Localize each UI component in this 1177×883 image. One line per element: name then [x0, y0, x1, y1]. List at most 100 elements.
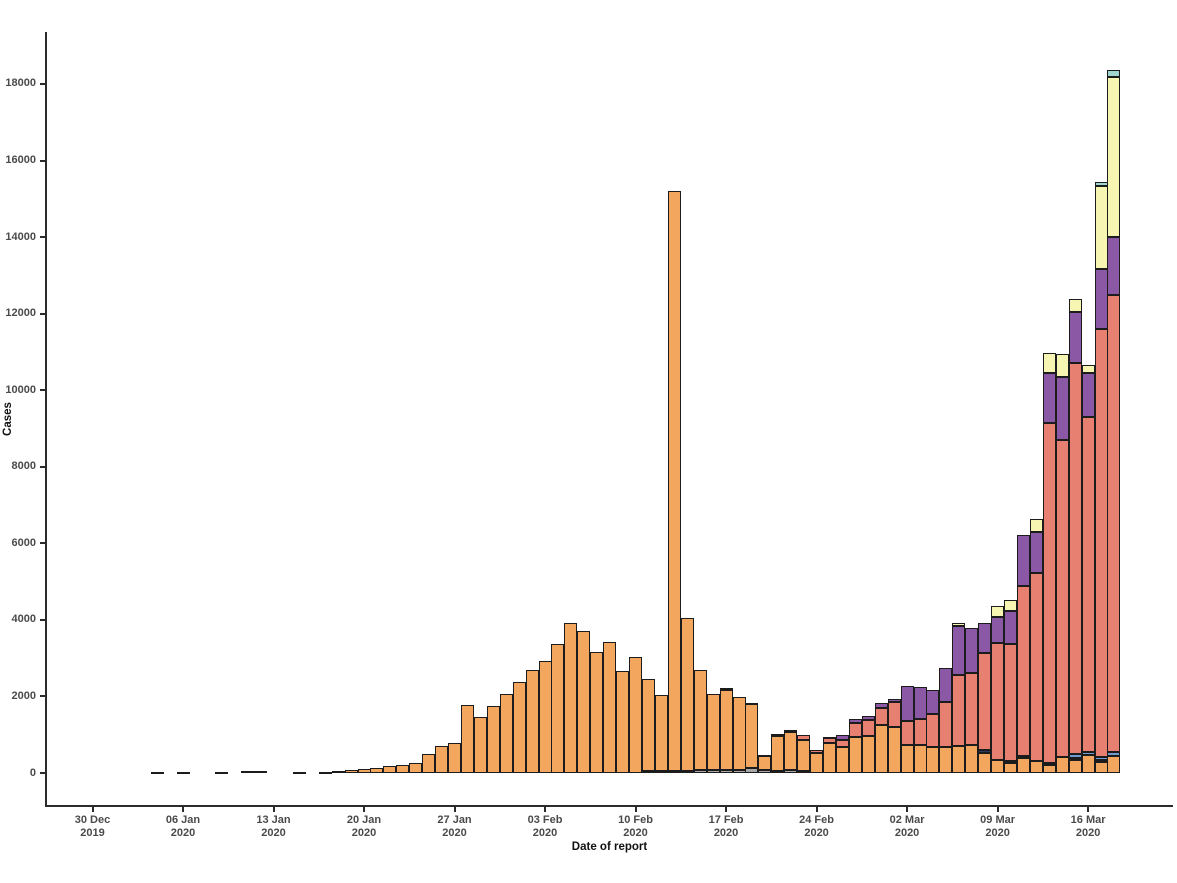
bar-segment-s — [835, 739, 849, 747]
y-tick-label: 6000 — [11, 536, 36, 549]
bar-segment-o — [680, 618, 694, 771]
x-tick-mark — [996, 807, 999, 812]
bar-segment-b — [1081, 751, 1095, 755]
bar-segment-o — [422, 753, 436, 773]
y-axis-line — [45, 32, 47, 807]
bar-segment-o — [900, 745, 914, 773]
bar-segment-g — [732, 769, 746, 773]
bar-segment-s — [797, 735, 811, 741]
bar-segment-o — [641, 679, 655, 772]
bar-segment-o — [926, 746, 940, 773]
bar-segment-g — [641, 771, 655, 774]
bar-segment-p — [1004, 610, 1018, 644]
x-tick-label: 03 Feb 2020 — [527, 814, 563, 839]
bar-segment-o — [939, 747, 953, 773]
bar-segment-o — [1094, 761, 1108, 773]
bar-segment-c — [1042, 352, 1056, 373]
bar-segment-s — [784, 730, 798, 733]
bar-segment-p — [1068, 311, 1082, 363]
bar-segment-s — [745, 702, 759, 705]
bar-segment-t — [1094, 181, 1108, 186]
x-tick-label: 13 Jan 2020 — [256, 814, 291, 839]
bar-segment-o — [654, 694, 668, 772]
bar-segment-o — [1029, 761, 1043, 773]
bar-segment-s — [874, 707, 888, 726]
bar-segment-g — [758, 769, 772, 773]
bar-segment-s — [887, 701, 901, 727]
bar-segment-s — [1107, 295, 1121, 753]
x-tick-mark — [634, 807, 637, 812]
bar-segment-s — [900, 720, 914, 746]
bar-segment-n — [1094, 759, 1108, 762]
bar-segment-o — [848, 737, 862, 773]
y-tick-label: 18000 — [5, 77, 36, 90]
bar-segment-g — [719, 769, 733, 773]
bar-segment-g — [654, 771, 668, 774]
bar-segment-s — [823, 738, 836, 743]
bar-segment-o — [176, 772, 190, 775]
x-tick-mark — [725, 807, 728, 812]
bar-segment-g — [745, 768, 759, 773]
bar-segment-o — [835, 746, 849, 773]
x-axis-line — [45, 805, 1173, 807]
y-axis-title: Cases — [2, 402, 14, 436]
bar-segment-o — [460, 705, 474, 773]
bar-segment-b — [1068, 754, 1082, 759]
bar-segment-s — [1004, 643, 1018, 761]
bar-segment-n — [1042, 763, 1056, 766]
x-axis-title: Date of report — [571, 841, 648, 853]
bar-segment-o — [771, 735, 785, 771]
bar-segment-s — [1094, 328, 1108, 757]
y-tick-label: 4000 — [11, 613, 36, 626]
y-tick-label: 16000 — [5, 154, 36, 167]
bar-segment-o — [965, 745, 979, 773]
bar-segment-g — [680, 770, 694, 773]
bar-segment-o — [797, 740, 811, 771]
y-tick-mark — [40, 542, 45, 545]
bar-segment-o — [732, 697, 746, 770]
bar-segment-c — [1029, 519, 1043, 532]
y-tick-mark — [40, 82, 45, 85]
y-tick-mark — [40, 159, 45, 162]
bar-segment-p — [1107, 237, 1121, 296]
bar-segment-s — [926, 714, 940, 747]
bar-segment-o — [823, 742, 836, 773]
x-tick-mark — [815, 807, 818, 812]
bar-segment-o — [887, 726, 901, 773]
bar-segment-c — [952, 622, 966, 626]
bar-segment-o — [370, 768, 384, 773]
bar-segment-o — [448, 743, 462, 773]
bar-segment-o — [1081, 755, 1095, 773]
bar-segment-o — [486, 706, 500, 773]
bar-segment-p — [952, 626, 966, 675]
bar-segment-o — [1068, 759, 1082, 773]
x-tick-label: 09 Mar 2020 — [980, 814, 1016, 839]
bar-segment-p — [1094, 268, 1108, 329]
bar-segment-o — [383, 766, 397, 773]
bar-segment-b — [1094, 756, 1108, 760]
bar-segment-g — [771, 770, 785, 773]
bar-segment-s — [1068, 362, 1082, 755]
bar-segment-g — [667, 771, 681, 774]
bar-segment-p — [835, 735, 849, 740]
bar-segment-n — [1004, 760, 1018, 764]
bar-segment-n — [978, 750, 992, 753]
bar-segment-n — [1016, 755, 1030, 758]
bar-segment-o — [590, 652, 604, 773]
bar-segment-s — [1029, 572, 1043, 762]
bar-segment-o — [538, 660, 552, 773]
x-tick-label: 17 Feb 2020 — [708, 814, 744, 839]
bar-segment-o — [473, 716, 487, 773]
bar-segment-s — [719, 687, 733, 690]
bar-segment-p — [874, 702, 888, 708]
x-tick-label: 30 Dec 2019 — [74, 814, 111, 839]
bar-segment-s — [939, 702, 953, 748]
bar-segment-o — [409, 762, 423, 773]
x-tick-label: 02 Mar 2020 — [889, 814, 925, 839]
y-tick-label: 12000 — [5, 307, 36, 320]
x-tick-mark — [182, 807, 184, 812]
bar-segment-n — [1068, 758, 1082, 761]
bar-segment-c — [1004, 600, 1018, 611]
bar-segment-o — [396, 764, 410, 773]
